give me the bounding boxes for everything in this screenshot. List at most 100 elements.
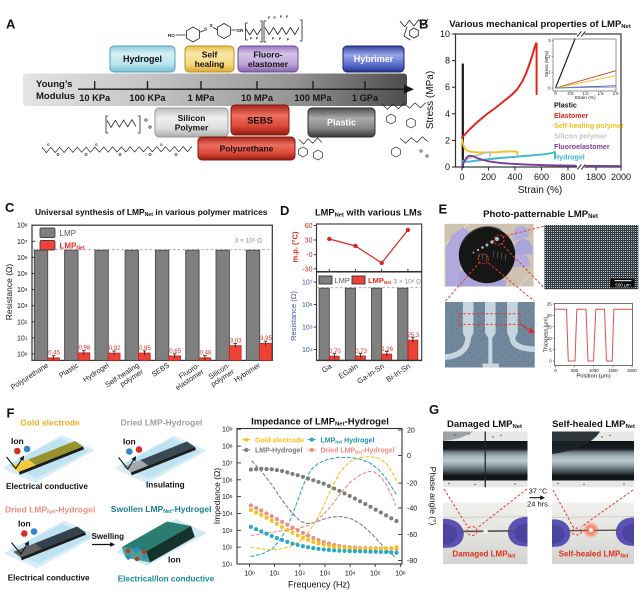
svg-text:5: 5 <box>549 347 552 352</box>
svg-text:Hybrimer: Hybrimer <box>354 54 394 64</box>
svg-text:C: C <box>5 200 15 215</box>
svg-text:0: 0 <box>548 86 551 91</box>
svg-text:101: 101 <box>17 335 28 343</box>
svg-text:Polyurethane: Polyurethane <box>220 144 274 154</box>
svg-text:106: 106 <box>222 477 233 485</box>
svg-text:E: E <box>439 202 448 217</box>
svg-text:102: 102 <box>17 319 28 327</box>
svg-text:0.48: 0.48 <box>200 351 212 357</box>
svg-text:F: F <box>286 15 289 19</box>
svg-text:LMP-Hydrogel: LMP-Hydrogel <box>255 448 303 455</box>
svg-text:Fluoro-: Fluoro- <box>253 49 282 59</box>
svg-text:Self-healing polymer: Self-healing polymer <box>554 122 624 130</box>
svg-text:-80: -80 <box>407 558 417 565</box>
svg-text:Dried LMPNet-Hydrogel: Dried LMPNet-Hydrogel <box>321 448 395 455</box>
svg-text:0: 0 <box>459 172 464 182</box>
svg-text:0.5: 0.5 <box>568 91 574 96</box>
svg-text:106: 106 <box>395 570 406 578</box>
svg-text:F: F <box>268 16 271 20</box>
svg-text:2: 2 <box>445 135 450 145</box>
svg-text:S: S <box>210 23 214 29</box>
svg-text:elastomer: elastomer <box>248 59 289 69</box>
svg-text:Impedance of LMPNet-Hydrogel: Impedance of LMPNet-Hydrogel <box>251 417 389 428</box>
svg-text:-60: -60 <box>407 532 417 539</box>
svg-text:Silicon polymer: Silicon polymer <box>554 133 607 141</box>
svg-text:D: D <box>280 203 289 218</box>
svg-text:500 μm: 500 μm <box>615 282 631 287</box>
svg-text:F: F <box>287 38 290 42</box>
svg-text:Resistance (Ω): Resistance (Ω) <box>4 264 14 321</box>
svg-text:Swelling: Swelling <box>92 532 125 541</box>
svg-text:F: F <box>272 37 275 41</box>
svg-text:103: 103 <box>222 527 233 535</box>
svg-text:-30: -30 <box>302 266 312 273</box>
svg-text:Impedance (Ω): Impedance (Ω) <box>212 468 222 525</box>
svg-text:Ion: Ion <box>11 436 24 446</box>
svg-text:2.0: 2.0 <box>613 91 619 96</box>
svg-text:Universal synthesis of LMPNet: Universal synthesis of LMPNet in various… <box>35 207 268 218</box>
svg-text:109: 109 <box>222 426 233 434</box>
svg-text:0: 0 <box>554 91 557 96</box>
svg-text:Hydrogel: Hydrogel <box>123 54 162 64</box>
svg-text:F: F <box>256 37 259 41</box>
svg-text:1.5: 1.5 <box>598 91 604 96</box>
svg-text:Electrical conductive: Electrical conductive <box>8 574 90 583</box>
svg-text:500: 500 <box>571 368 579 373</box>
svg-text:Stress (MPa): Stress (MPa) <box>425 71 436 129</box>
svg-text:Polymer: Polymer <box>175 122 209 132</box>
svg-text:LMPNet: LMPNet <box>60 242 85 252</box>
svg-text:25: 25 <box>547 302 552 307</box>
svg-text:Fluoroelastomer: Fluoroelastomer <box>554 143 610 151</box>
svg-text:Gold electrode: Gold electrode <box>20 418 80 428</box>
svg-text:400: 400 <box>507 172 522 182</box>
svg-text:24 hrs.: 24 hrs. <box>527 499 550 508</box>
svg-text:LMPNet: LMPNet <box>368 276 392 285</box>
svg-text:103: 103 <box>320 570 331 578</box>
svg-text:0.95: 0.95 <box>139 346 151 352</box>
svg-text:Modulus: Modulus <box>36 91 75 102</box>
svg-text:100 MPa: 100 MPa <box>294 93 332 103</box>
svg-text:800: 800 <box>560 172 575 182</box>
svg-text:100: 100 <box>17 351 28 359</box>
svg-text:20: 20 <box>547 313 552 318</box>
svg-text:1 MPa: 1 MPa <box>188 93 216 103</box>
svg-text:Plastic: Plastic <box>327 118 356 128</box>
svg-text:100: 100 <box>244 570 255 578</box>
svg-text:107: 107 <box>222 460 233 468</box>
svg-text:0.98: 0.98 <box>78 346 90 352</box>
svg-text:Plastic: Plastic <box>554 102 577 110</box>
svg-text:Dried LMPNet-Hydrogel: Dried LMPNet-Hydrogel <box>5 505 95 516</box>
svg-text:200: 200 <box>481 172 496 182</box>
svg-text:A: A <box>6 17 16 32</box>
svg-text:3: 3 <box>548 38 551 43</box>
svg-text:SEBS: SEBS <box>247 115 273 126</box>
svg-text:105: 105 <box>17 271 28 279</box>
svg-text:1800: 1800 <box>586 172 606 182</box>
svg-text:Dried LMP-Hydrogel: Dried LMP-Hydrogel <box>121 418 203 428</box>
svg-text:F: F <box>250 37 253 41</box>
svg-text:Gold electrode: Gold electrode <box>255 437 304 444</box>
svg-text:0.65: 0.65 <box>169 349 181 355</box>
svg-text:Elastomer: Elastomer <box>554 112 589 120</box>
svg-text:healing: healing <box>195 59 225 69</box>
svg-text:O: O <box>47 143 50 147</box>
svg-text:Young’s: Young’s <box>36 79 72 90</box>
svg-text:LMP: LMP <box>335 276 350 285</box>
svg-text:104: 104 <box>345 570 356 578</box>
svg-text:4: 4 <box>445 109 450 119</box>
svg-text:Hydrogel: Hydrogel <box>554 153 585 161</box>
svg-text:2: 2 <box>548 54 551 59</box>
svg-text:Resistance (Ω): Resistance (Ω) <box>289 291 298 341</box>
svg-text:Damaged LMPNet: Damaged LMPNet <box>447 419 522 430</box>
svg-text:20: 20 <box>407 428 415 435</box>
svg-text:1: 1 <box>548 70 551 75</box>
svg-text:Photo-patternable LMPNet: Photo-patternable LMPNet <box>483 209 598 220</box>
svg-text:107: 107 <box>17 238 28 246</box>
svg-text:0: 0 <box>445 162 450 172</box>
svg-text:1.0: 1.0 <box>583 91 589 96</box>
svg-text:103: 103 <box>302 324 313 332</box>
svg-text:105: 105 <box>302 302 313 310</box>
svg-text:Ion: Ion <box>168 555 181 565</box>
svg-text:108: 108 <box>17 222 28 230</box>
svg-text:2000: 2000 <box>627 368 637 373</box>
